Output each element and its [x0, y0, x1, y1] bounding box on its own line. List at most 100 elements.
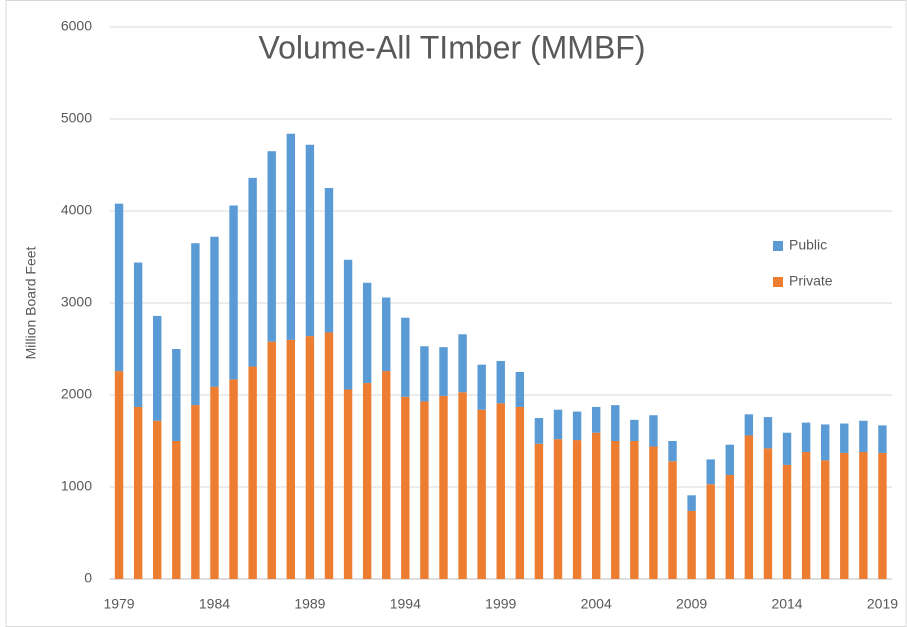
x-tick-label: 1979 [103, 596, 134, 612]
bar-segment [572, 440, 582, 579]
bar-segment [382, 371, 391, 579]
bar-segment [878, 425, 887, 453]
bar-segment [840, 452, 849, 579]
bar-segment [496, 403, 505, 579]
bar-segment [324, 188, 334, 333]
x-tick-label: 1994 [390, 596, 421, 612]
bar-segment [420, 401, 429, 579]
bar-segment [248, 177, 257, 367]
bar-segment [420, 346, 429, 402]
bar-segment [172, 349, 181, 441]
bar-segment [172, 441, 181, 579]
y-tick-label: 6000 [61, 18, 92, 34]
bar-segment [191, 405, 200, 579]
bar-segment [515, 372, 525, 407]
legend-label: Private [789, 273, 833, 289]
legend-swatch [773, 277, 783, 287]
bar-segment [782, 432, 792, 465]
bar-segment [210, 386, 219, 579]
bar-segment [439, 395, 448, 579]
legend-swatch [773, 241, 783, 251]
bar-segment [687, 495, 696, 511]
bar-segment [763, 417, 773, 449]
y-tick-label: 3000 [61, 294, 92, 310]
bar-segment [725, 475, 734, 579]
bar-segment [706, 459, 715, 485]
bar-segment [133, 406, 143, 579]
bar-segment [821, 424, 830, 461]
x-tick-label: 1989 [294, 596, 325, 612]
bar-segment [210, 236, 219, 387]
x-tick-label: 1984 [199, 596, 230, 612]
x-tick-label: 1999 [485, 596, 516, 612]
bar-segment [401, 317, 410, 397]
bar-segment [744, 414, 754, 436]
legend-label: Public [789, 237, 827, 253]
bar-segment [553, 439, 563, 579]
bar-segment [763, 448, 773, 579]
bar-segment [305, 144, 315, 337]
y-tick-label: 4000 [61, 202, 92, 218]
bar-segment [630, 419, 639, 441]
bar-segment [611, 405, 620, 441]
bar-segment [343, 389, 353, 579]
bar-segment [477, 409, 486, 579]
x-tick-label: 2019 [867, 596, 898, 612]
bar-segment [248, 366, 257, 579]
bar-segment [591, 432, 601, 579]
bar-segment [649, 446, 658, 579]
x-tick-label: 2009 [676, 596, 707, 612]
bar-segment [801, 452, 811, 579]
bar-segment [362, 282, 372, 384]
bar-segment [496, 360, 505, 404]
bar-segment [382, 297, 391, 372]
bar-segment [801, 422, 811, 453]
bar-segment [668, 461, 677, 579]
bar-segment [725, 444, 734, 476]
bar-segment [286, 339, 296, 579]
bar-segment [458, 392, 467, 579]
bar-segment [878, 452, 887, 579]
bar-segment [534, 443, 544, 579]
bar-segment [267, 151, 276, 342]
bar-segment [114, 371, 124, 579]
chart-title: Volume-All TImber (MMBF) [258, 29, 645, 65]
y-axis-label: Million Board Feet [23, 246, 39, 359]
y-tick-label: 5000 [61, 110, 92, 126]
bar-segment [859, 452, 868, 579]
bar-segment [668, 441, 677, 462]
bar-segment [782, 464, 792, 579]
bar-segment [859, 420, 868, 453]
bar-segment [649, 415, 658, 447]
bar-segment [821, 460, 830, 579]
bar-segment [840, 423, 849, 453]
bar-segment [515, 406, 525, 579]
bar-segment [591, 406, 601, 433]
bar-segment [553, 409, 563, 440]
bar-segment [439, 347, 448, 396]
bar-segment [229, 379, 238, 579]
bar-segment [305, 336, 315, 579]
x-tick-label: 2014 [771, 596, 802, 612]
bar-segment [630, 441, 639, 579]
bar-segment [572, 411, 582, 441]
bar-segment [458, 334, 467, 393]
y-tick-label: 2000 [61, 386, 92, 402]
bar-segment [229, 205, 238, 380]
bar-segment [687, 510, 696, 579]
bar-segment [477, 364, 486, 410]
bar-segment [611, 441, 620, 579]
bar-segment [267, 341, 276, 579]
bar-segment [343, 259, 353, 390]
bar-segment [324, 332, 334, 579]
bar-segment [286, 133, 296, 340]
bar-segment [114, 203, 124, 372]
bar-segment [706, 484, 715, 579]
y-tick-label: 0 [84, 570, 92, 586]
bar-segment [133, 262, 143, 407]
y-tick-label: 1000 [61, 478, 92, 494]
bar-segment [153, 315, 162, 421]
bar-segment [362, 383, 372, 579]
bar-segment [153, 420, 162, 579]
